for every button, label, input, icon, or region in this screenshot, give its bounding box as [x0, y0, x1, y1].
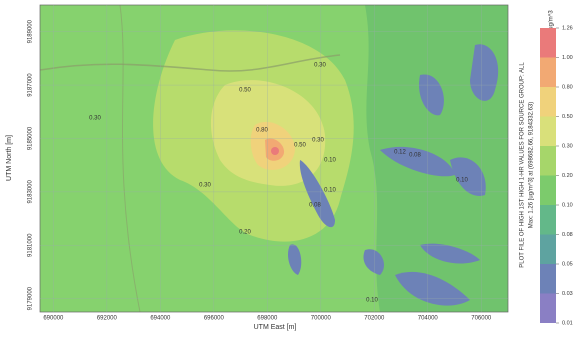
colorbar-unit: ug/m^3 — [549, 10, 555, 30]
contour-label: 0.30 — [314, 63, 326, 69]
colorbar-tick-label: 0.01 — [562, 320, 573, 326]
colorbar-segment — [540, 264, 556, 294]
side-title: PLOT FILE OF HIGH 1ST HIGH 1-HR VALUES F… — [520, 62, 526, 268]
colorbar-segment — [540, 28, 556, 58]
y-tick-label: 9179000 — [28, 286, 34, 310]
colorbar-tick-label: 0.08 — [562, 232, 573, 238]
colorbar-tick-label: 0.20 — [562, 173, 573, 179]
x-tick-label: 706000 — [471, 316, 492, 322]
contour-label: 0.30 — [89, 116, 101, 122]
x-axis-title: UTM East [m] — [254, 324, 297, 331]
contour-label: 0.30 — [199, 183, 211, 189]
contour-label: 0.10 — [324, 188, 336, 194]
x-tick-label: 692000 — [97, 316, 118, 322]
x-tick-label: 704000 — [418, 316, 439, 322]
contour-label: 0.10 — [366, 298, 378, 304]
colorbar-tick-label: 1.00 — [562, 55, 573, 61]
y-tick-label: 9185000 — [28, 126, 34, 150]
x-tick-label: 702000 — [364, 316, 385, 322]
side-subtitle: Max: 1.26 [ug/m^3] at (698682.66, 918433… — [529, 102, 535, 229]
colorbar-segment — [540, 146, 556, 176]
contour-label: 0.08 — [309, 203, 321, 209]
contour-label: 0.50 — [294, 143, 306, 149]
contour-label: 0.30 — [312, 138, 324, 144]
colorbar-segment — [540, 116, 556, 146]
colorbar-segment — [540, 87, 556, 117]
x-tick-label: 690000 — [43, 316, 64, 322]
colorbar-segment — [540, 293, 556, 323]
colorbar-tick-label: 0.05 — [562, 261, 573, 267]
x-tick-label: 696000 — [204, 316, 225, 322]
x-tick-label: 698000 — [257, 316, 278, 322]
colorbar-tick-label: 1.26 — [562, 25, 573, 31]
y-tick-label: 9187000 — [28, 73, 34, 97]
y-tick-label: 9189000 — [28, 19, 34, 43]
colorbar-tick-label: 0.50 — [562, 114, 573, 120]
contour-label: 0.10 — [324, 158, 336, 164]
colorbar-tick-label: 0.30 — [562, 143, 573, 149]
y-axis-title: UTM North [m] — [6, 135, 13, 181]
colorbar-tick-label: 0.03 — [562, 291, 573, 297]
colorbar-segment — [540, 234, 556, 264]
x-tick-label: 700000 — [311, 316, 332, 322]
colorbar-tick-label: 0.80 — [562, 84, 573, 90]
x-tick-label: 694000 — [150, 316, 171, 322]
colorbar-segment — [540, 205, 556, 235]
y-tick-label: 9181000 — [28, 233, 34, 257]
contour-label: 0.50 — [239, 88, 251, 94]
contour-label: 0.10 — [456, 178, 468, 184]
contour-label: 0.12 — [394, 150, 406, 156]
plot-frame — [39, 4, 509, 313]
contour-field — [40, 5, 508, 312]
colorbar-segment — [540, 175, 556, 205]
contour-label: 0.80 — [256, 128, 268, 134]
contour-label: 0.20 — [239, 230, 251, 236]
contour-label: 0.08 — [409, 153, 421, 159]
y-tick-label: 9183000 — [28, 180, 34, 204]
colorbar-tick-label: 0.10 — [562, 202, 573, 208]
colorbar-segment — [540, 57, 556, 87]
